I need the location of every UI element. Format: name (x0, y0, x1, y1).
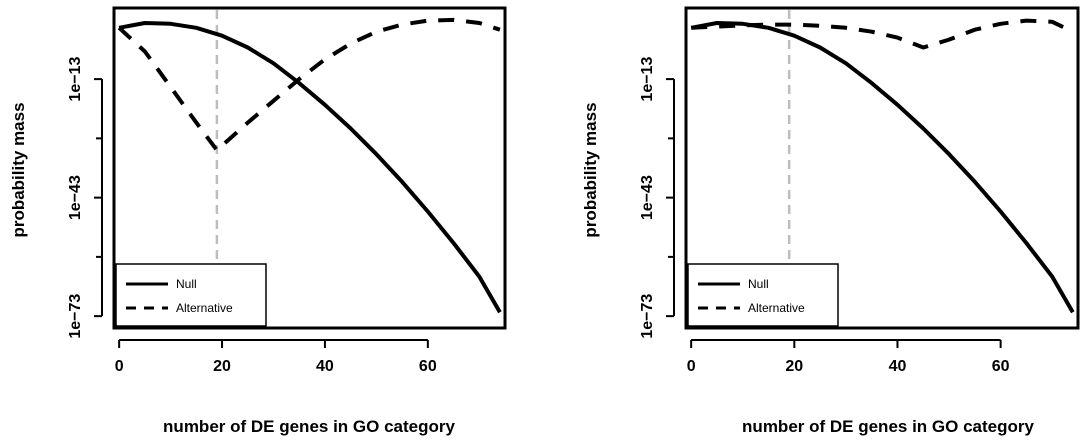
x-axis-title: number of DE genes in GO category (163, 417, 455, 436)
y-axis-title: probability mass (9, 102, 28, 237)
y-tick-label: 1e−43 (67, 175, 84, 220)
y-axis-title: probability mass (581, 102, 600, 237)
x-axis-title: number of DE genes in GO category (742, 417, 1034, 436)
x-tick-label: 20 (785, 358, 803, 375)
legend: Null Alternative (687, 263, 839, 327)
y-tick-label: 1e−43 (639, 175, 656, 220)
plot-area (117, 17, 502, 314)
x-tick-label: 40 (889, 358, 907, 375)
x-tick-label: 60 (992, 358, 1010, 375)
x-tick-label: 0 (687, 358, 696, 375)
legend-label-alternative: Alternative (748, 301, 805, 315)
legend-label-null: Null (748, 277, 769, 291)
legend-box (115, 263, 267, 327)
plot-frame (112, 6, 507, 330)
legend-label-alternative: Alternative (176, 301, 233, 315)
chart-panel-1: 0 20 40 60 1e−13 1e−43 1e−73 number of DE genes… (9, 6, 507, 436)
series-line-alternative (117, 17, 501, 153)
series-line-alternative (691, 18, 1074, 50)
y-tick-label: 1e−13 (67, 57, 84, 102)
legend-label-null: Null (176, 277, 197, 291)
x-tick-label: 40 (316, 358, 334, 375)
plot-frame (684, 6, 1080, 330)
chart-panel-2: 0 20 40 60 1e−13 1e−43 1e−73 number of DE genes… (581, 6, 1080, 436)
x-tick-label: 60 (419, 358, 437, 375)
legend-box (687, 263, 839, 327)
y-tick-label: 1e−73 (639, 294, 656, 339)
x-tick-label: 0 (115, 358, 124, 375)
x-tick-label: 20 (213, 358, 231, 375)
legend: Null Alternative (115, 263, 267, 327)
y-tick-label: 1e−13 (639, 57, 656, 102)
y-tick-label: 1e−73 (67, 294, 84, 339)
plot-area (690, 18, 1075, 314)
series-line-null (118, 21, 502, 314)
